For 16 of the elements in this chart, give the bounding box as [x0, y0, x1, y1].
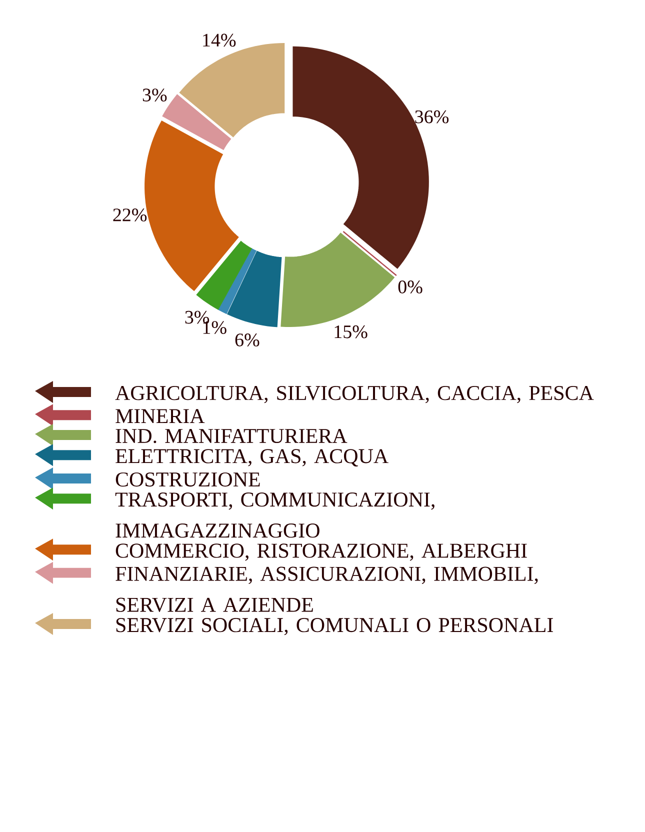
- legend-label: ELETTRICITA, GAS, ACQUA: [116, 449, 388, 466]
- legend-label: IND. MANIFATTURIERA: [116, 428, 348, 444]
- data-label: 15%: [334, 325, 368, 338]
- legend-label: MINERIA: [116, 409, 205, 423]
- data-label: 36%: [415, 110, 449, 124]
- legend-label: AGRICOLTURA, SILVICOLTURA, CACCIA, PESCA: [115, 386, 594, 404]
- data-label: 14%: [203, 34, 236, 47]
- legend-label: COMMERCIO, RISTORAZIONE, ALBERGHI: [116, 544, 527, 561]
- data-label: 3%: [142, 88, 167, 102]
- legend-label: FINANZIARIE, ASSICURAZIONI, IMMOBILI, SERVIZI A AZIENDE: [116, 566, 538, 612]
- data-label: 22%: [113, 208, 147, 222]
- legend-label: COSTRUZIONE: [116, 472, 260, 487]
- legend-label: SERVIZI SOCIALI, COMUNALI O PERSONALI: [116, 618, 553, 636]
- data-label: 6%: [235, 334, 260, 346]
- legend-label: TRASPORTI, COMMUNICAZIONI, IMMAGAZZINAGGIO: [115, 492, 434, 538]
- text: 0%: [398, 280, 422, 294]
